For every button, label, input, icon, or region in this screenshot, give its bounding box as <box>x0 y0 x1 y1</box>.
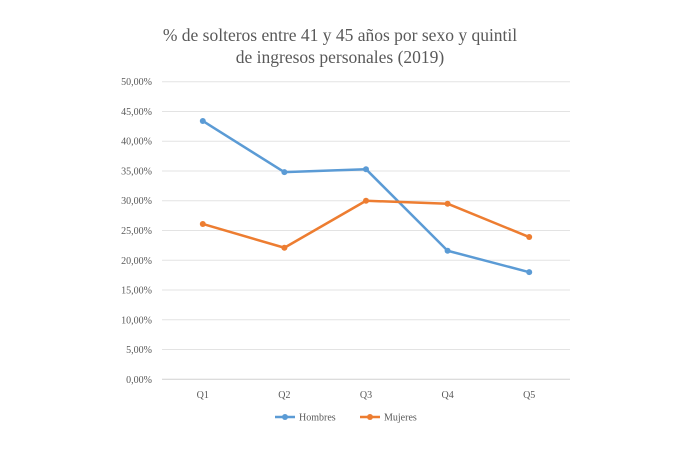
data-point-hombres <box>526 269 533 276</box>
y-tick-label: 35,00% <box>121 166 152 177</box>
data-point-hombres <box>281 169 288 176</box>
legend-marker <box>367 414 373 420</box>
x-tick-label: Q3 <box>360 390 372 401</box>
y-tick-label: 0,00% <box>126 375 152 386</box>
y-tick-label: 15,00% <box>121 286 152 297</box>
chart-title-line-1: % de solteros entre 41 y 45 años por sex… <box>162 25 518 45</box>
data-point-mujeres <box>526 234 533 241</box>
y-tick-label: 5,00% <box>126 345 152 356</box>
x-tick-label: Q5 <box>523 390 535 401</box>
data-point-hombres <box>363 166 369 173</box>
x-tick-label: Q4 <box>441 390 453 401</box>
y-tick-label: 40,00% <box>121 137 152 148</box>
legend-label: Hombres <box>299 413 336 424</box>
data-point-mujeres <box>444 200 451 207</box>
y-tick-label: 25,00% <box>121 226 152 237</box>
x-tick-label: Q1 <box>197 390 209 401</box>
series-line-mujeres <box>202 199 530 250</box>
data-point-hombres <box>199 117 206 124</box>
y-tick-label: 45,00% <box>121 107 152 118</box>
y-tick-label: 50,00% <box>121 77 152 88</box>
series-line-hombres <box>202 119 530 274</box>
data-point-mujeres <box>363 197 369 204</box>
y-tick-label: 20,00% <box>121 256 152 267</box>
chart-title: % de solteros entre 41 y 45 años por sex… <box>100 24 580 68</box>
y-tick-label: 30,00% <box>121 196 152 207</box>
x-tick-label: Q2 <box>278 390 290 401</box>
chart-title-line-2: de ingresos personales (2019) <box>235 47 445 67</box>
data-point-mujeres <box>281 244 288 251</box>
data-point-hombres <box>444 247 451 254</box>
legend-marker <box>282 414 288 420</box>
legend-label: Mujeres <box>384 413 417 424</box>
y-tick-label: 10,00% <box>121 315 152 326</box>
data-point-mujeres <box>199 220 206 227</box>
